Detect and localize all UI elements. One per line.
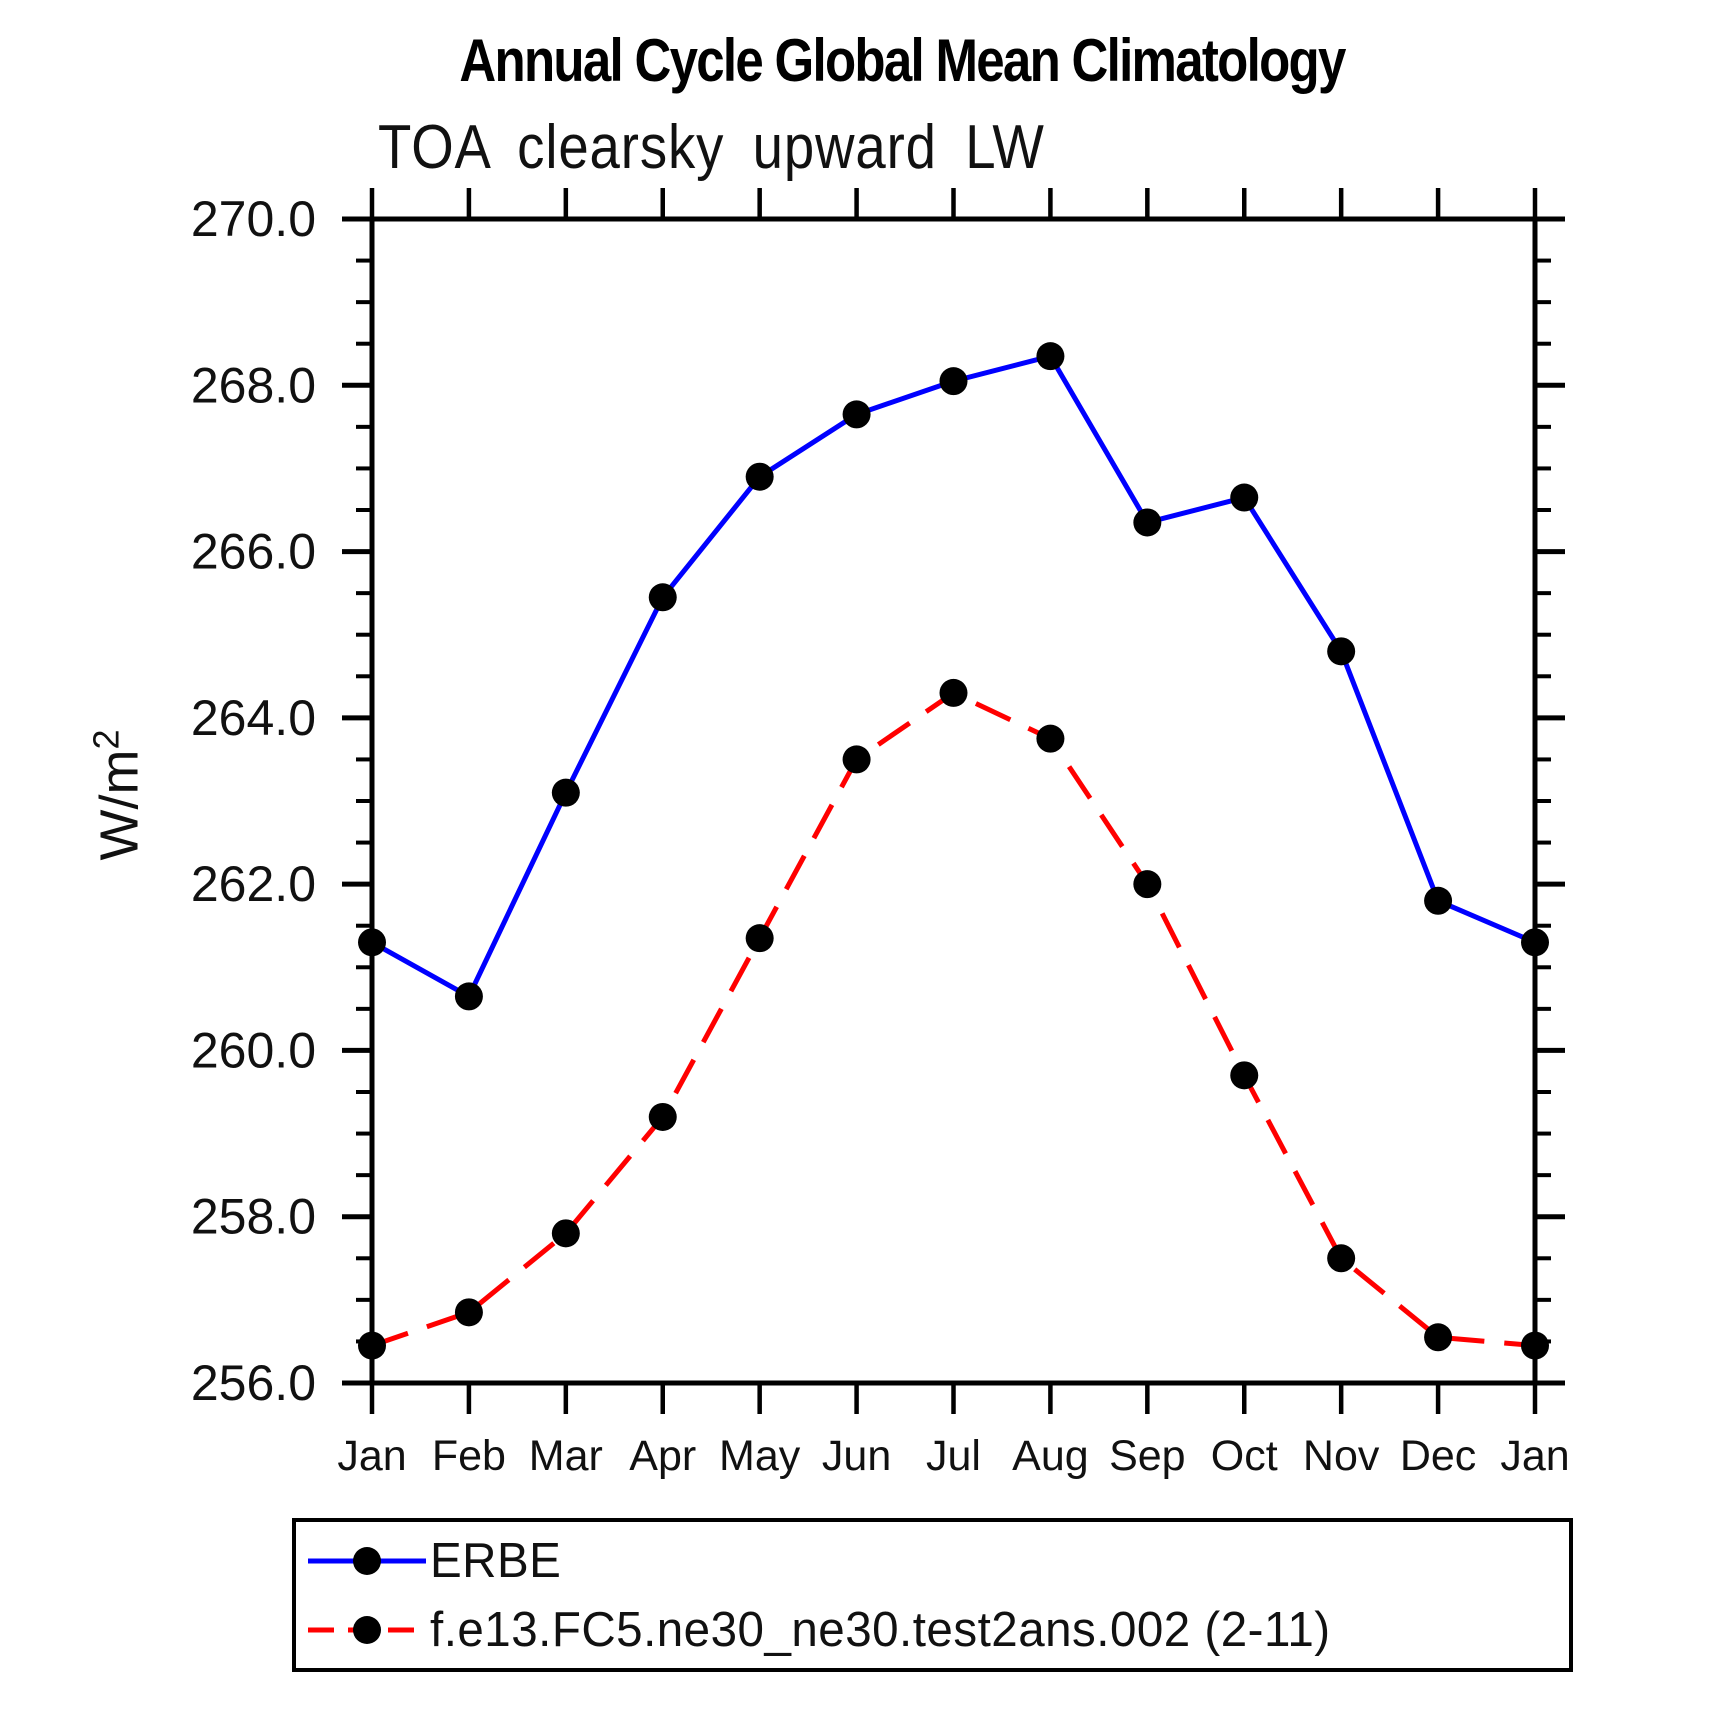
series-model-line	[371, 690, 1536, 1349]
data-point-marker	[1133, 870, 1162, 899]
x-axis-tick-labels: Jan Feb Mar Apr May Jun Jul Aug Sep Oct Nov Dec Jan	[337, 1432, 1569, 1480]
data-point-marker	[1133, 508, 1162, 537]
data-point-marker	[745, 462, 774, 491]
x-tick-label-6: Jul	[926, 1432, 981, 1480]
x-tick-label-11: Dec	[1400, 1432, 1476, 1480]
data-point-marker	[648, 1102, 677, 1131]
legend-label-model: f.e13.FC5.ne30_ne30.test2ans.002 (2-11)	[430, 1602, 1331, 1657]
y-axis-label-base: W/m	[89, 749, 150, 861]
legend-line-solid-icon	[308, 1546, 426, 1575]
data-point-marker	[358, 1331, 386, 1360]
data-point-marker	[1521, 928, 1549, 957]
data-point-marker	[842, 400, 871, 429]
data-point-marker	[1230, 483, 1259, 512]
y-tick-label-1: 258.0	[191, 1189, 316, 1245]
x-tick-label-1: Feb	[432, 1432, 506, 1480]
legend-marker-dot-icon	[353, 1615, 381, 1644]
legend: ERBE f.e13.FC5.ne30_ne30.test2ans.002 (2…	[292, 1518, 1573, 1672]
series-erbe-markers	[358, 342, 1549, 1011]
legend-marker-dot-icon	[353, 1546, 381, 1575]
y-tick-label-4: 264.0	[191, 690, 316, 746]
legend-line-dashed-icon	[308, 1615, 426, 1644]
x-tick-label-7: Aug	[1012, 1432, 1089, 1480]
data-point-marker	[1424, 886, 1453, 915]
y-tick-label-7: 270.0	[191, 191, 316, 247]
data-point-marker	[1521, 1331, 1549, 1360]
y-axis-tick-labels: 256.0 258.0 260.0 262.0 264.0 266.0 268.0 270.0	[191, 191, 316, 1411]
data-point-marker	[745, 924, 774, 953]
x-tick-label-3: Apr	[629, 1432, 696, 1480]
series-model-markers	[358, 678, 1549, 1360]
data-point-marker	[648, 583, 677, 612]
y-axis-label-exponent: 2	[85, 729, 127, 750]
data-point-marker	[1036, 724, 1065, 753]
chart-title: Annual Cycle Global Mean Climatology	[459, 27, 1346, 94]
series-erbe-line	[370, 353, 1536, 999]
y-tick-label-2: 260.0	[191, 1022, 316, 1078]
x-tick-label-4: May	[719, 1432, 801, 1480]
x-axis-ticks	[369, 188, 1538, 1414]
x-tick-label-0: Jan	[337, 1432, 406, 1480]
chart-subtitle: TOA clearsky upward LW	[378, 113, 1045, 182]
x-tick-label-2: Mar	[529, 1432, 603, 1480]
x-tick-label-10: Nov	[1303, 1432, 1380, 1480]
data-point-marker	[454, 1298, 483, 1327]
x-tick-label-9: Oct	[1211, 1432, 1278, 1480]
data-point-marker	[358, 928, 386, 957]
legend-entry-model: f.e13.FC5.ne30_ne30.test2ans.002 (2-11)	[304, 1602, 1569, 1658]
data-point-marker	[1327, 637, 1356, 666]
x-tick-label-5: Jun	[822, 1432, 891, 1480]
data-point-marker	[1327, 1244, 1356, 1273]
data-point-marker	[939, 678, 968, 707]
data-point-marker	[939, 367, 968, 396]
x-tick-label-12: Jan	[1500, 1432, 1569, 1480]
legend-label-erbe: ERBE	[430, 1533, 562, 1588]
data-point-marker	[842, 745, 871, 774]
y-tick-label-3: 262.0	[191, 856, 316, 912]
data-point-marker	[551, 1219, 580, 1248]
legend-entry-erbe: ERBE	[304, 1533, 1569, 1589]
y-tick-label-5: 266.0	[191, 524, 316, 580]
data-point-marker	[1036, 342, 1065, 371]
y-tick-label-6: 268.0	[191, 357, 316, 413]
y-tick-label-0: 256.0	[191, 1355, 316, 1411]
y-axis-label: W/m2	[86, 730, 151, 861]
data-point-marker	[454, 982, 483, 1011]
data-point-marker	[551, 778, 580, 807]
data-point-marker	[1424, 1323, 1453, 1352]
y-axis-ticks	[342, 216, 1565, 1386]
x-tick-label-8: Sep	[1109, 1432, 1186, 1480]
data-point-marker	[1230, 1061, 1259, 1090]
